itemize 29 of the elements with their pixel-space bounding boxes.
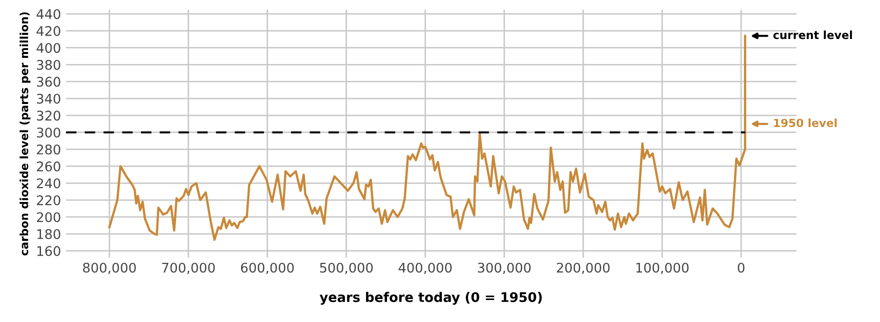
y-tick-label: 240	[36, 178, 60, 188]
annotation: current level	[773, 30, 852, 40]
y-tick-label: 340	[36, 94, 60, 104]
x-tick-label: 400,000	[398, 262, 452, 274]
y-tick-label: 320	[36, 110, 60, 121]
x-axis-title: years before today (0 = 1950)	[320, 292, 542, 305]
y-tick-label: 380	[36, 60, 60, 70]
y-tick-label: 220	[36, 195, 60, 206]
y-tick-label: 280	[36, 144, 60, 154]
x-tick-label: 0	[738, 262, 744, 273]
y-axis-title: carbon dioxide level (parts per million)	[20, 12, 30, 256]
y-tick-label: 300	[36, 128, 60, 138]
line-series	[108, 34, 746, 241]
x-tick-label: 500,000	[320, 262, 373, 274]
x-tick-label: 200,000	[556, 262, 610, 274]
x-tick-label: 800,000	[83, 262, 136, 274]
x-tick-label: 700,000	[162, 262, 215, 274]
y-tick-label: 160	[37, 246, 60, 256]
y-tick-label: 180	[37, 229, 60, 240]
y-tick-label: 260	[36, 161, 60, 172]
annotation: 1950 level	[774, 118, 837, 128]
x-tick-label: 600,000	[240, 262, 294, 274]
y-tick-label: 360	[36, 76, 60, 87]
x-tick-label: 100,000	[636, 262, 689, 274]
y-tick-label: 440	[36, 9, 60, 20]
x-tick-label: 300,000	[478, 262, 531, 274]
y-tick-label: 200	[36, 212, 60, 222]
y-tick-label: 420	[36, 26, 60, 36]
y-tick-label: 400	[36, 42, 60, 53]
